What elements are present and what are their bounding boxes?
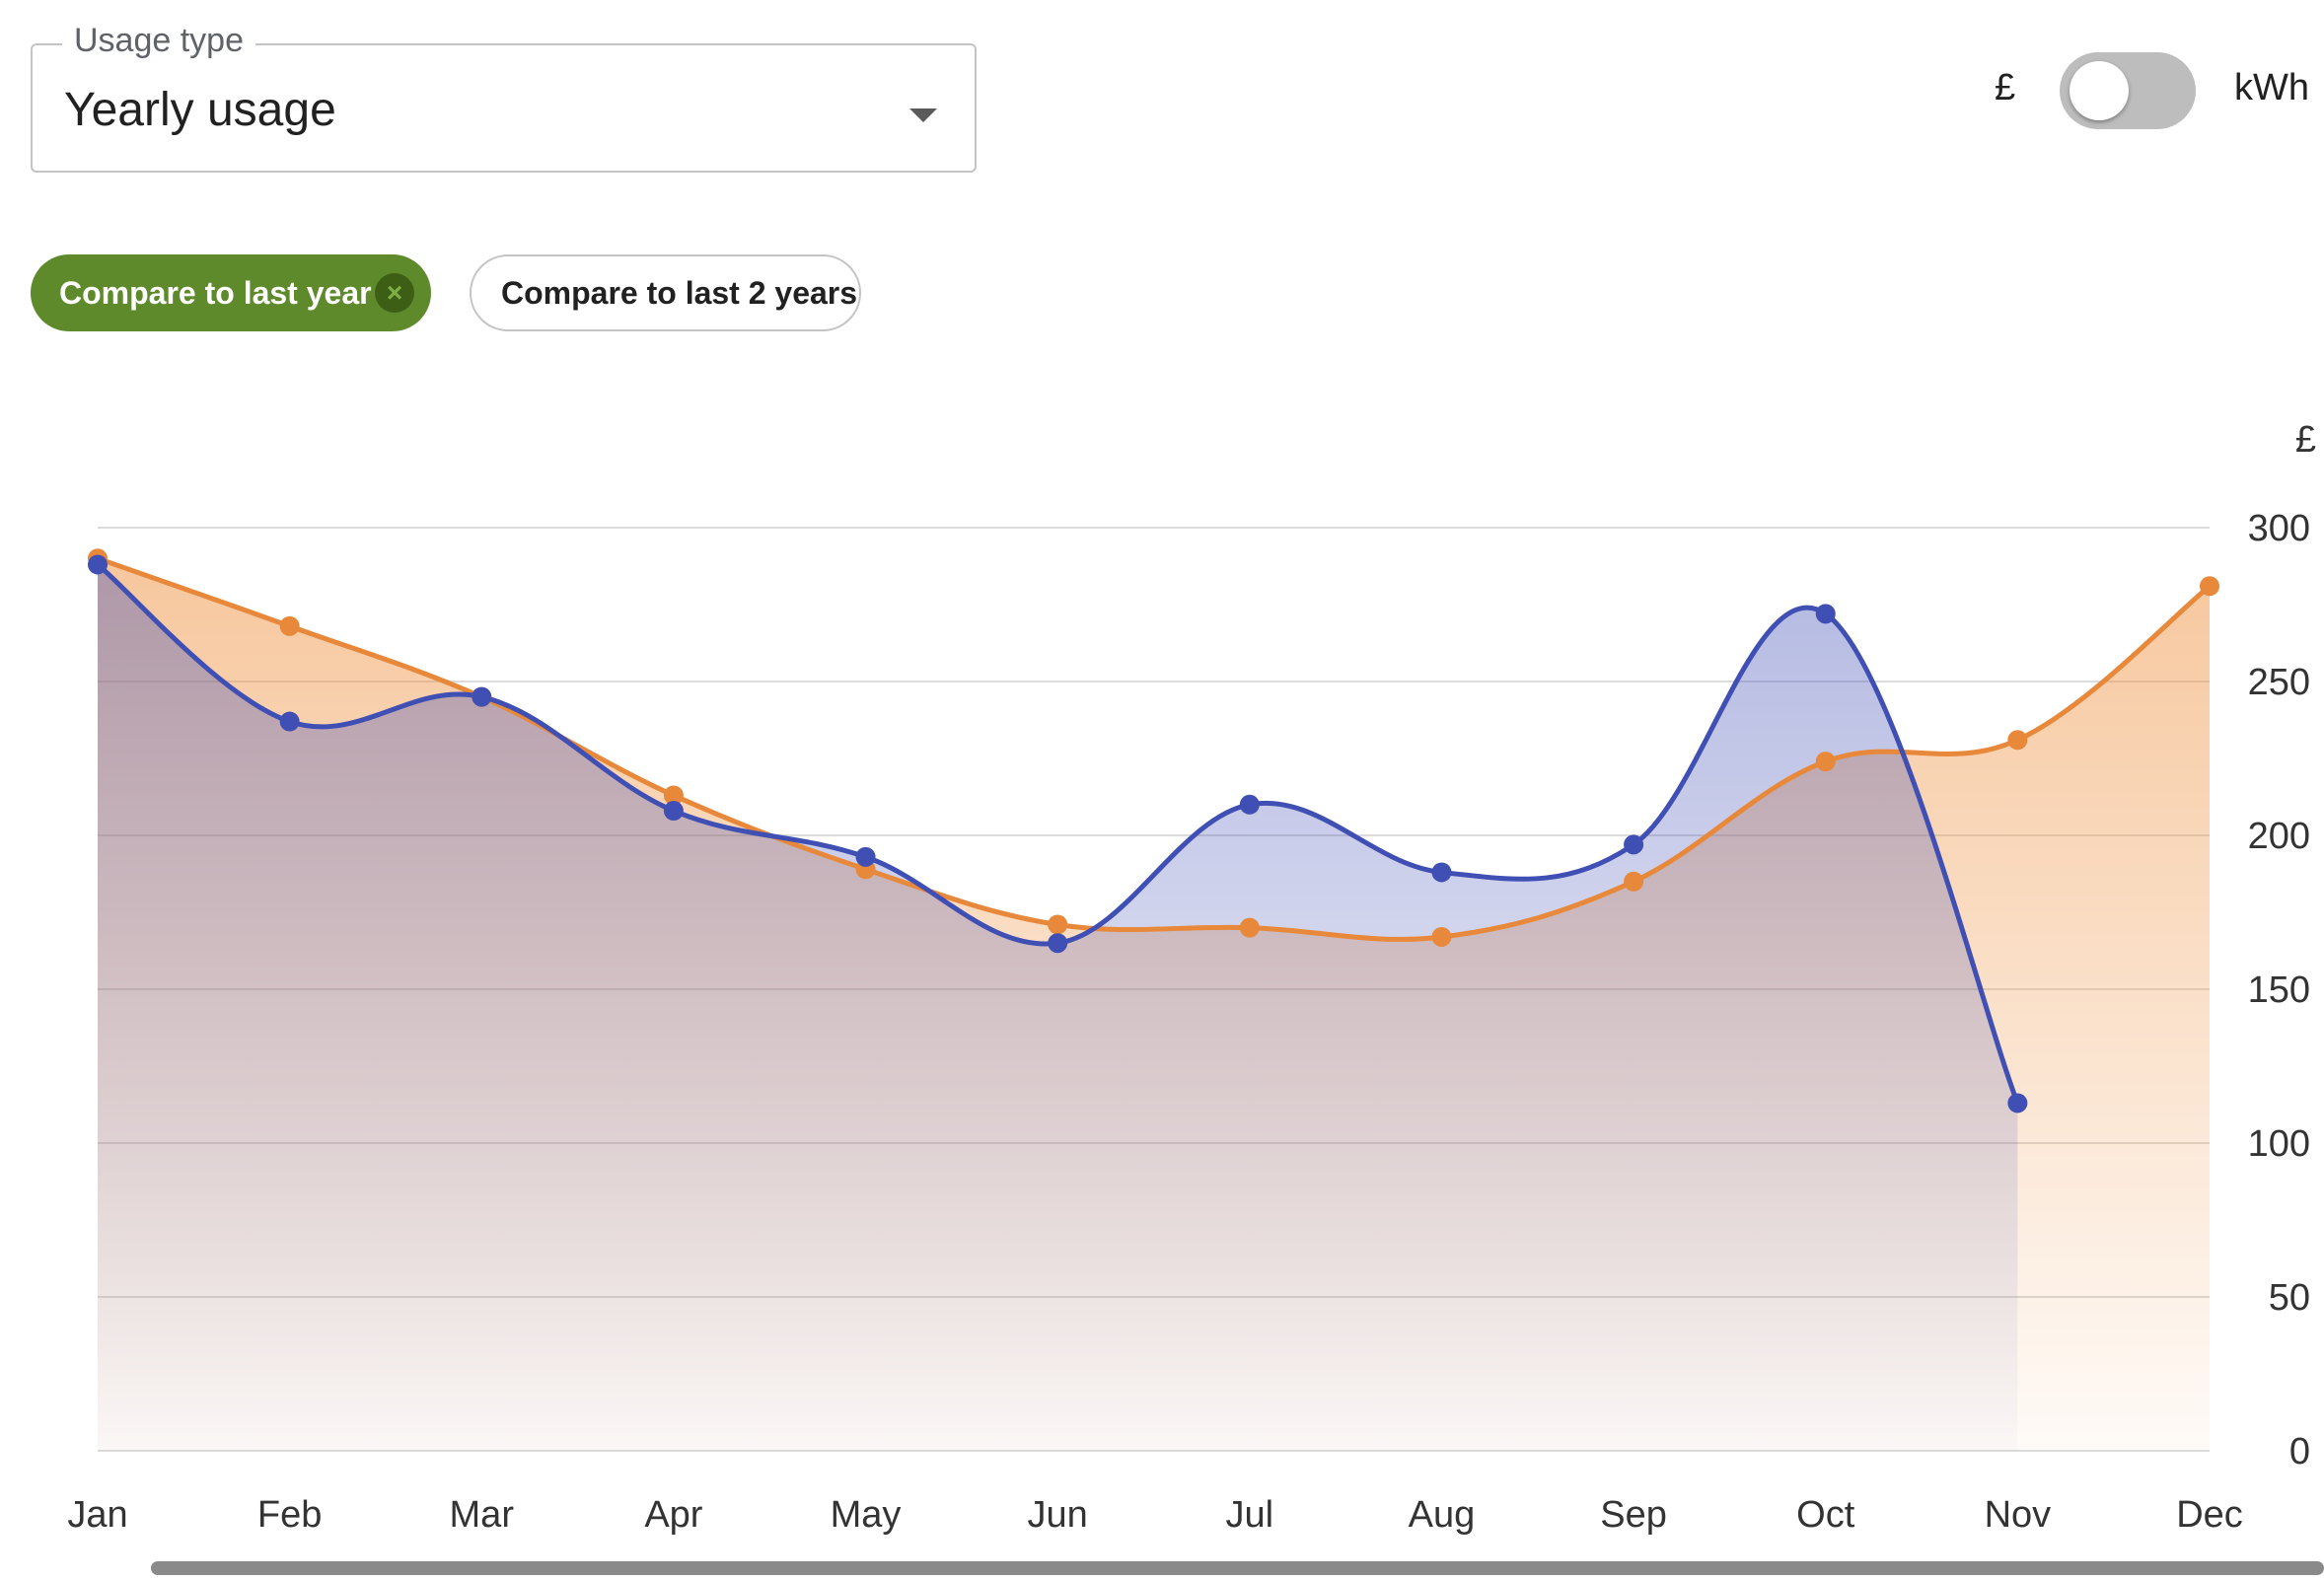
x-tick-label: Nov (1985, 1494, 2052, 1536)
y-tick-label: 250 (2248, 662, 2310, 703)
series-lines (95, 555, 2213, 1106)
unit-kwh-label: kWh (2234, 67, 2309, 108)
y-tick-label: 50 (2269, 1277, 2310, 1319)
horizontal-scrollbar[interactable] (151, 1561, 2324, 1575)
data-point[interactable] (1624, 834, 1644, 855)
compare-last-year-chip[interactable]: Compare to last year × (31, 254, 431, 331)
data-point[interactable] (1431, 926, 1452, 947)
data-point[interactable] (1624, 871, 1644, 892)
data-point[interactable] (1048, 914, 1068, 935)
y-tick-label: 150 (2248, 970, 2310, 1011)
x-tick-label: Dec (2176, 1494, 2243, 1536)
unit-toggle-switch[interactable] (2060, 52, 2196, 129)
data-point[interactable] (1239, 917, 1260, 938)
data-point[interactable] (663, 785, 684, 806)
series-areas (98, 558, 2210, 1451)
axis-labels: 0 50 100 150 200 250 300 £ Jan Feb Mar Apr May Jun Jul… (67, 419, 2316, 1536)
compare-last-2-years-chip[interactable]: Compare to last 2 years (470, 254, 861, 331)
x-tick-label: Oct (1796, 1494, 1855, 1536)
x-tick-label: Jan (67, 1494, 127, 1536)
data-point[interactable] (472, 686, 492, 707)
data-point[interactable] (855, 846, 876, 867)
data-point[interactable] (1815, 604, 1836, 624)
unit-pound-label: £ (1995, 67, 2016, 108)
y-axis-unit-label: £ (2295, 419, 2316, 461)
data-point[interactable] (279, 615, 300, 636)
data-point[interactable] (88, 554, 108, 575)
data-point[interactable] (1431, 862, 1452, 883)
data-point[interactable] (279, 711, 300, 732)
x-tick-label: Sep (1600, 1494, 1667, 1536)
y-tick-label: 200 (2248, 816, 2310, 857)
x-tick-label: Jun (1028, 1494, 1088, 1536)
data-point[interactable] (1239, 794, 1260, 815)
y-tick-label: 100 (2248, 1123, 2310, 1165)
compare-last-2-years-label: Compare to last 2 years (501, 274, 858, 311)
data-point[interactable] (2007, 730, 2028, 751)
x-tick-label: Feb (257, 1494, 322, 1536)
data-point[interactable] (1048, 933, 1068, 954)
data-point[interactable] (663, 801, 684, 822)
usage-type-label: Usage type (62, 21, 255, 60)
x-tick-label: Jul (1226, 1494, 1274, 1536)
series-line (95, 561, 2020, 1106)
compare-last-year-label: Compare to last year (59, 274, 372, 311)
series-line (95, 555, 2213, 942)
y-tick-label: 0 (2289, 1431, 2310, 1472)
usage-type-value: Yearly usage (64, 84, 336, 136)
usage-type-select[interactable]: Usage type Yearly usage (31, 21, 977, 173)
x-tick-label: Apr (644, 1494, 702, 1536)
series-points (88, 548, 2219, 1113)
x-tick-label: Aug (1409, 1494, 1476, 1536)
series-area (98, 564, 2018, 1451)
data-point[interactable] (2200, 576, 2219, 597)
y-tick-label: 300 (2248, 508, 2310, 549)
x-tick-label: Mar (450, 1494, 515, 1536)
data-point[interactable] (1815, 752, 1836, 772)
x-tick-label: May (831, 1494, 902, 1536)
data-point[interactable] (2007, 1093, 2028, 1113)
dropdown-arrow-icon[interactable] (909, 108, 937, 122)
close-icon[interactable]: × (375, 273, 414, 313)
toggle-thumb[interactable] (2070, 61, 2129, 120)
